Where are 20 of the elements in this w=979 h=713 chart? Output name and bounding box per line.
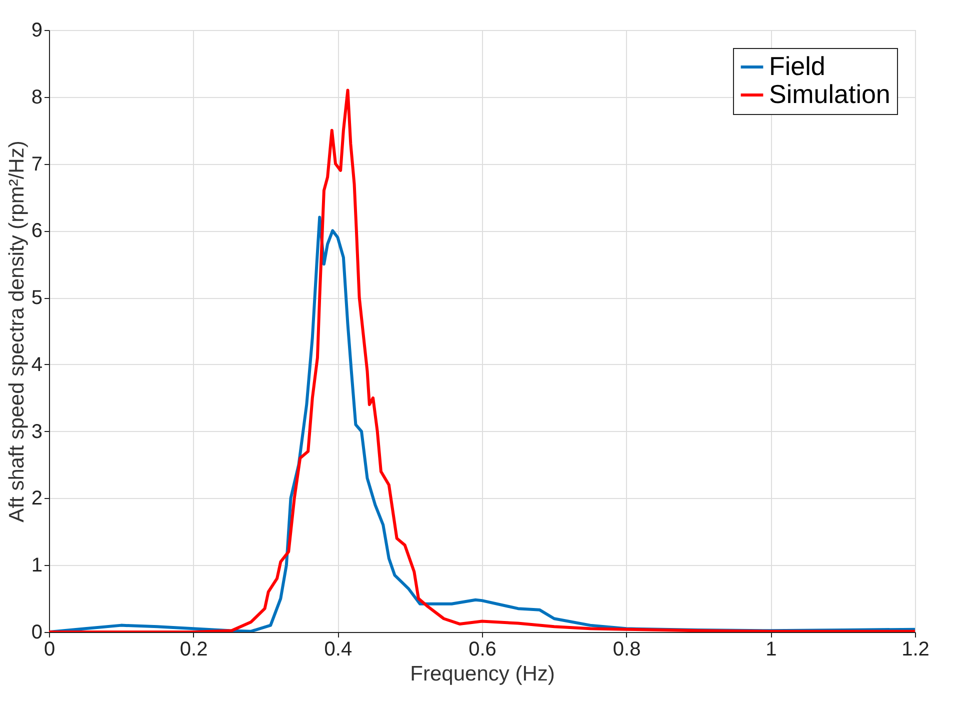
- y-tick-label: 7: [31, 153, 42, 176]
- y-tick-label: 1: [31, 554, 42, 577]
- y-tick-label: 2: [31, 488, 42, 510]
- y-tick-label: 6: [31, 220, 42, 242]
- x-tick-label: 0.2: [180, 638, 208, 660]
- y-tick-label: 5: [31, 287, 42, 310]
- x-tick-label: 0.8: [612, 638, 641, 660]
- x-tick-label: 1.2: [902, 638, 930, 660]
- y-tick-label: 0: [31, 622, 42, 644]
- legend-label: Field: [769, 51, 826, 81]
- x-tick-label: 1: [766, 638, 777, 660]
- y-axis-title: Aft shaft speed spectra density (rpm²/Hz): [5, 140, 28, 522]
- y-tick-label: 8: [31, 86, 42, 108]
- x-tick-label: 0.6: [468, 638, 496, 660]
- x-tick-label: 0.4: [324, 638, 352, 660]
- x-axis-title: Frequency (Hz): [410, 662, 555, 686]
- legend-label: Simulation: [769, 79, 890, 109]
- y-tick-label: 9: [31, 20, 42, 42]
- y-tick-label: 3: [31, 420, 42, 443]
- y-tick-label: 4: [31, 354, 42, 376]
